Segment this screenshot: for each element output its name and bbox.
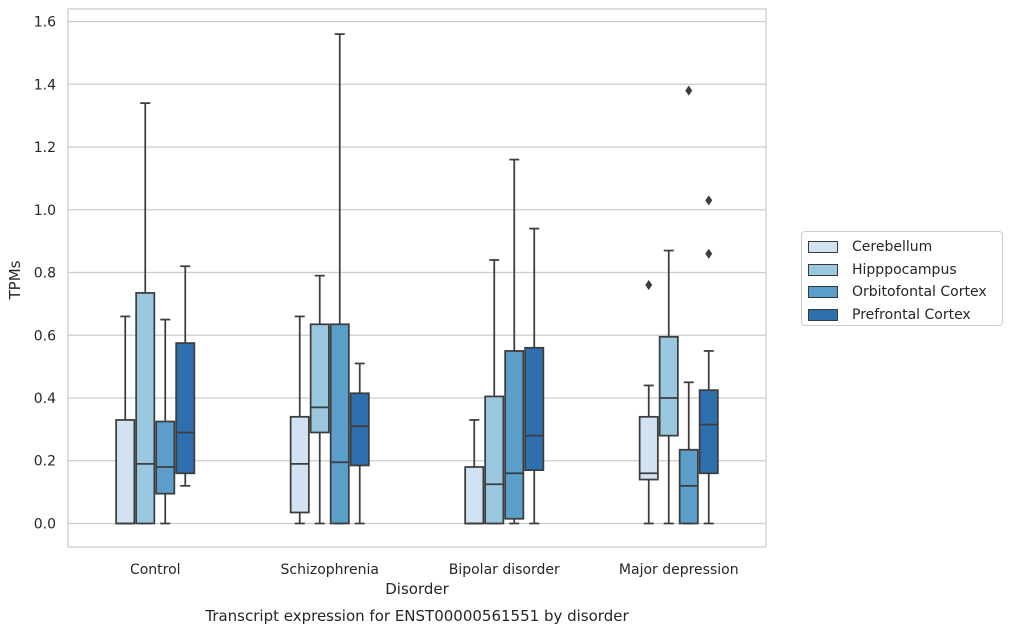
y-tick-label: 1.0 [34,203,56,219]
box-body [175,342,196,475]
box-2-2 [504,158,525,525]
box-0-3 [175,265,196,487]
box-1-2 [329,33,350,525]
legend: Cerebellum Hipppocampus Orbitofontal Corte… [801,231,1003,326]
box-body [464,466,485,525]
y-tick-labels: 0.0 0.2 0.4 0.6 0.8 1.0 1.2 1.4 1.6 [34,15,56,533]
box-0-0 [115,315,136,525]
box-body [329,323,350,525]
box-body [349,392,370,467]
legend-swatch [808,241,838,254]
box-body [638,415,659,481]
legend-label: Cerebellum [852,239,933,256]
box-body [309,323,330,434]
box-2-3 [524,227,545,525]
box-1-0 [289,315,310,525]
y-tick-label: 0.6 [34,328,56,344]
legend-item: Cerebellum [808,236,996,259]
chart-caption: Transcript expression for ENST0000056155… [204,607,629,625]
box-1-1 [309,274,330,525]
box-0-1 [135,102,156,525]
box-body [115,419,136,525]
y-tick-label: 1.2 [34,140,56,156]
x-tick-labels: Control Schizophrenia Bipolar disorder Majo… [130,562,739,578]
legend-swatch [808,308,838,321]
legend-swatch [808,263,838,276]
outlier-point [685,85,693,96]
box-3-3 [698,195,719,525]
box-body [155,420,176,495]
x-tick-label: Bipolar disorder [449,562,560,578]
box-body [484,395,505,525]
y-axis-label: TPMs [6,260,24,300]
outlier-point [705,248,713,259]
box-body [698,389,719,475]
box-body [135,292,156,525]
y-tick-label: 0.8 [34,266,56,282]
outlier-point [705,195,713,206]
box-1-3 [349,362,370,525]
legend-item: Orbitofontal Cortex [808,281,996,304]
legend-item: Prefrontal Cortex [808,304,996,327]
box-3-1 [658,249,679,525]
box-2-0 [464,419,485,525]
legend-label: Prefrontal Cortex [852,306,971,323]
legend-label: Hipppocampus [852,261,957,278]
y-tick-label: 1.6 [34,15,56,31]
plot-frame [67,8,767,548]
y-tick-label: 0.0 [34,516,56,532]
box-body [504,350,525,520]
legend-item: Hipppocampus [808,259,996,282]
x-tick-label: Schizophrenia [281,562,379,578]
y-tick-label: 0.4 [34,391,56,407]
legend-swatch [808,286,838,299]
outlier-point [645,280,653,291]
box-body [658,335,679,437]
y-tick-label: 0.2 [34,454,56,470]
plot-area [115,33,719,525]
box-3-2 [678,85,699,525]
x-tick-label: Control [130,562,181,578]
x-axis-label: Disorder [385,580,449,598]
legend-label: Orbitofontal Cortex [852,284,987,301]
box-body [524,346,545,472]
y-tick-label: 1.4 [34,77,56,93]
x-tick-label: Major depression [619,562,739,578]
box-2-1 [484,259,505,525]
box-3-0 [638,280,659,525]
box-0-2 [155,318,176,525]
